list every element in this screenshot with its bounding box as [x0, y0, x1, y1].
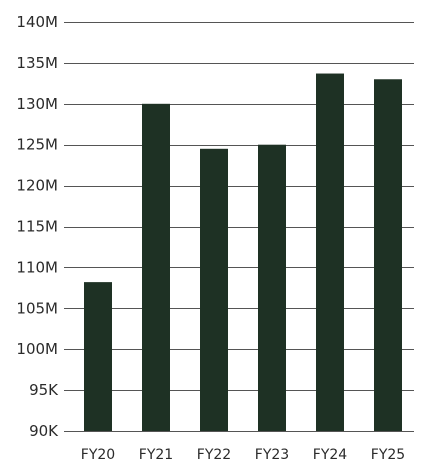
- y-tick-label: 110M: [16, 258, 58, 276]
- bar-fy23: [258, 144, 286, 431]
- y-tick-label: 100M: [16, 340, 58, 358]
- bars: [84, 73, 402, 432]
- x-tick-label: FY20: [81, 447, 115, 463]
- bar-fy24: [316, 73, 344, 431]
- y-tick-label: 120M: [16, 177, 58, 195]
- bar-fy21: [142, 103, 170, 432]
- gridlines: [64, 22, 414, 432]
- y-tick-label: 130M: [16, 95, 58, 113]
- bar-fy22: [200, 148, 228, 432]
- y-tick-label: 125M: [16, 136, 58, 154]
- y-tick-label: 95K: [29, 381, 59, 399]
- y-tick-label: 105M: [16, 299, 58, 317]
- x-tick-label: FY22: [197, 447, 231, 463]
- y-tick-label: 90K: [29, 422, 59, 440]
- x-axis-ticks: FY20 FY21 FY22 FY23 FY24 FY25: [81, 447, 405, 463]
- x-tick-label: FY21: [139, 447, 173, 463]
- y-tick-label: 135M: [16, 54, 58, 72]
- y-axis-ticks: 90K 95K 100M 105M 110M 115M 120M 125M 130M 135M 14…: [16, 13, 59, 440]
- x-tick-label: FY24: [313, 447, 348, 463]
- bar-fy25: [374, 79, 402, 431]
- bar-fy20: [84, 282, 112, 431]
- y-tick-label: 140M: [16, 13, 58, 31]
- x-tick-label: FY23: [255, 447, 289, 463]
- y-tick-label: 115M: [16, 218, 58, 236]
- x-tick-label: FY25: [371, 447, 405, 463]
